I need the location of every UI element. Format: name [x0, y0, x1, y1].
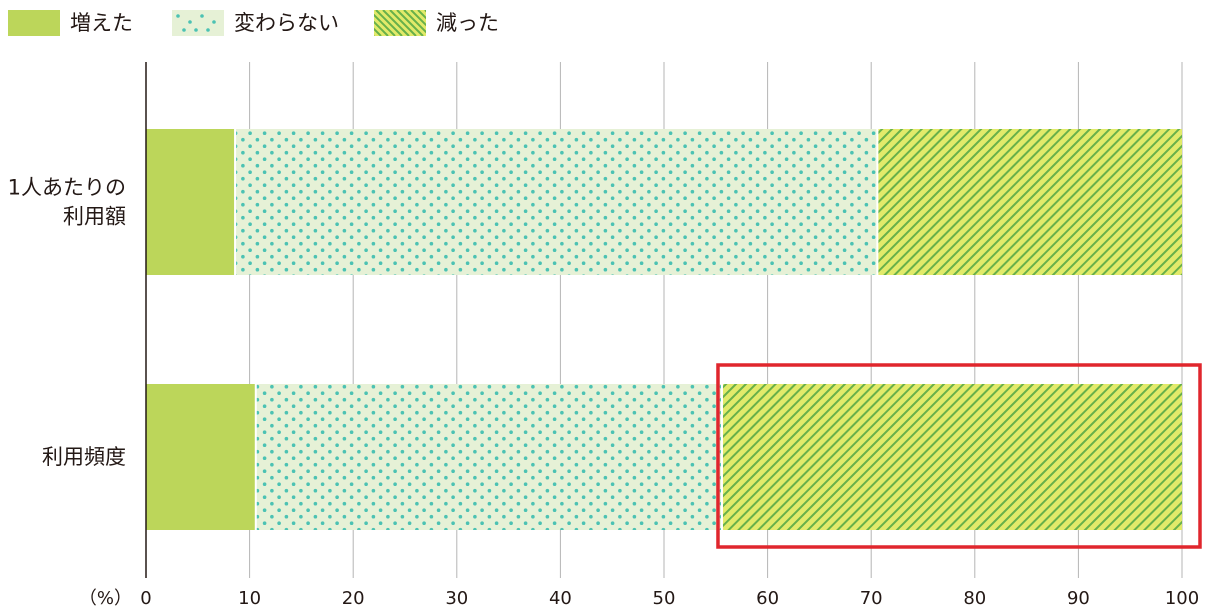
x-tick-label: 80 [963, 588, 986, 608]
legend-label: 減った [436, 11, 499, 35]
x-tick-label: 0 [140, 588, 151, 608]
x-tick-label: 100 [1165, 588, 1199, 608]
category-label: 1人あたりの [8, 176, 126, 200]
x-tick-label: 70 [860, 588, 883, 608]
x-tick-label: 90 [1067, 588, 1090, 608]
legend-swatch-dots [172, 10, 224, 36]
bar-decrease [878, 129, 1182, 275]
x-axis-unit: （%） [79, 588, 132, 608]
x-tick-label: 20 [342, 588, 365, 608]
legend-swatch-stripes [374, 10, 426, 36]
bar-increase [146, 384, 255, 530]
category-label: 利用頻度 [42, 445, 126, 469]
bar-decrease [722, 384, 1182, 530]
x-tick-label: 40 [549, 588, 572, 608]
legend-label: 変わらない [234, 11, 339, 35]
bar-increase [146, 129, 235, 275]
highlight-box [716, 363, 1202, 549]
bar-same [256, 384, 721, 530]
x-tick-label: 30 [445, 588, 468, 608]
bar-same [236, 129, 877, 275]
x-tick-label: 50 [653, 588, 676, 608]
category-label: 利用額 [63, 205, 126, 229]
legend-swatch-solid [8, 10, 60, 36]
x-tick-label: 10 [238, 588, 261, 608]
legend: 増えた 変わらない 減った [0, 0, 700, 50]
x-tick-label: 60 [756, 588, 779, 608]
legend-label: 増えた [70, 11, 133, 35]
